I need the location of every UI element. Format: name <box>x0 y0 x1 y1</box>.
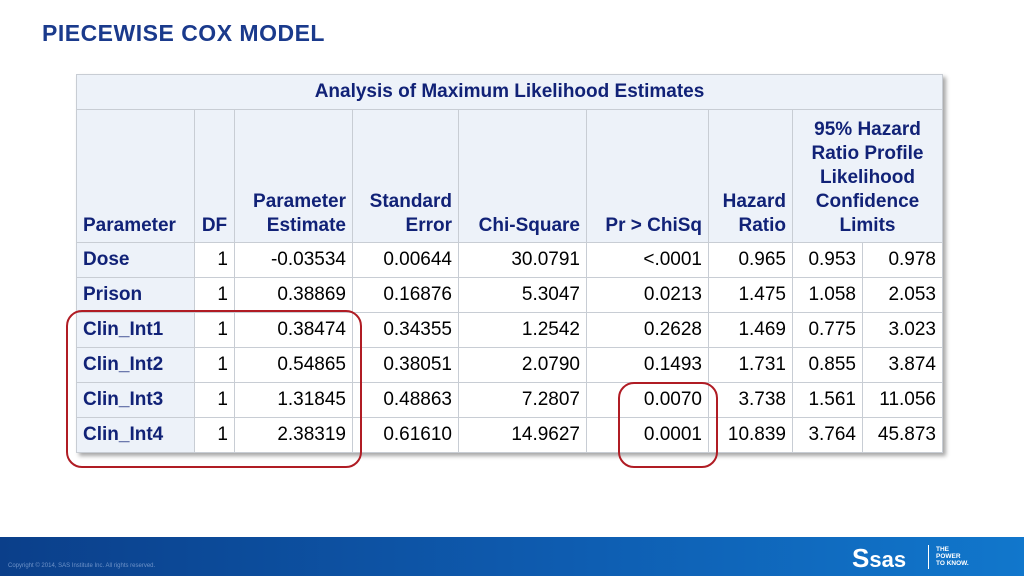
tagline: THE POWER TO KNOW. <box>936 546 969 567</box>
table-caption: Analysis of Maximum Likelihood Estimates <box>76 74 943 110</box>
estimates-table-container: Analysis of Maximum Likelihood Estimates… <box>76 74 943 453</box>
cell-hazard-ratio: 1.475 <box>708 277 793 313</box>
highlight-significant-p-values <box>618 382 718 468</box>
cell-hazard-ratio: 0.965 <box>708 242 793 278</box>
header-p-value: Pr > ChiSq <box>586 109 709 243</box>
header-df: DF <box>194 109 235 243</box>
copyright-text: Copyright © 2014, SAS Institute Inc. All… <box>8 563 156 569</box>
cell-parameter: Clin_Int4 <box>76 417 195 453</box>
cell-chi-square: 7.2807 <box>458 382 587 418</box>
cell-chi-square: 2.0790 <box>458 347 587 383</box>
cell-estimate: -0.03534 <box>234 242 353 278</box>
sas-logo: Ssas <box>852 543 907 573</box>
cell-standard-error: 0.38051 <box>352 347 459 383</box>
table-row: Clin_Int2 1 0.54865 0.38051 2.0790 0.149… <box>76 347 943 383</box>
cell-upper-limit: 45.873 <box>862 417 943 453</box>
cell-standard-error: 0.48863 <box>352 382 459 418</box>
cell-estimate: 0.38869 <box>234 277 353 313</box>
cell-hazard-ratio: 1.469 <box>708 312 793 348</box>
cell-lower-limit: 1.561 <box>792 382 863 418</box>
cell-lower-limit: 3.764 <box>792 417 863 453</box>
header-chi-square: Chi-Square <box>458 109 587 243</box>
cell-p-value: 0.0070 <box>586 382 709 418</box>
header-standard-error: Standard Error <box>352 109 459 243</box>
footer-bar: Copyright © 2014, SAS Institute Inc. All… <box>0 537 1024 576</box>
cell-estimate: 0.54865 <box>234 347 353 383</box>
logo-divider <box>928 545 929 569</box>
cell-lower-limit: 0.775 <box>792 312 863 348</box>
slide-title: PIECEWISE COX MODEL <box>42 20 325 46</box>
cell-p-value: 0.2628 <box>586 312 709 348</box>
cell-parameter: Prison <box>76 277 195 313</box>
cell-standard-error: 0.61610 <box>352 417 459 453</box>
cell-standard-error: 0.16876 <box>352 277 459 313</box>
cell-chi-square: 1.2542 <box>458 312 587 348</box>
cell-chi-square: 30.0791 <box>458 242 587 278</box>
header-hazard-ratio: Hazard Ratio <box>708 109 793 243</box>
cell-lower-limit: 1.058 <box>792 277 863 313</box>
cell-upper-limit: 0.978 <box>862 242 943 278</box>
cell-hazard-ratio: 1.731 <box>708 347 793 383</box>
table-row: Clin_Int4 1 2.38319 0.61610 14.9627 0.00… <box>76 417 943 453</box>
cell-p-value: 0.0001 <box>586 417 709 453</box>
cell-lower-limit: 0.953 <box>792 242 863 278</box>
cell-hazard-ratio: 10.839 <box>708 417 793 453</box>
cell-chi-square: 5.3047 <box>458 277 587 313</box>
cell-lower-limit: 0.855 <box>792 347 863 383</box>
estimates-table: Analysis of Maximum Likelihood Estimates… <box>76 74 943 453</box>
cell-estimate: 1.31845 <box>234 382 353 418</box>
table-row: Prison 1 0.38869 0.16876 5.3047 0.0213 1… <box>76 277 943 313</box>
cell-upper-limit: 11.056 <box>862 382 943 418</box>
cell-p-value: 0.0213 <box>586 277 709 313</box>
cell-parameter: Clin_Int2 <box>76 347 195 383</box>
cell-hazard-ratio: 3.738 <box>708 382 793 418</box>
cell-upper-limit: 3.874 <box>862 347 943 383</box>
table-row: Clin_Int1 1 0.38474 0.34355 1.2542 0.262… <box>76 312 943 348</box>
cell-p-value: <.0001 <box>586 242 709 278</box>
cell-estimate: 2.38319 <box>234 417 353 453</box>
cell-p-value: 0.1493 <box>586 347 709 383</box>
cell-df: 1 <box>194 242 235 278</box>
cell-df: 1 <box>194 277 235 313</box>
cell-upper-limit: 3.023 <box>862 312 943 348</box>
cell-parameter: Dose <box>76 242 195 278</box>
cell-upper-limit: 2.053 <box>862 277 943 313</box>
header-estimate: Parameter Estimate <box>234 109 353 243</box>
table-row: Dose 1 -0.03534 0.00644 30.0791 <.0001 0… <box>76 242 943 278</box>
cell-standard-error: 0.00644 <box>352 242 459 278</box>
cell-estimate: 0.38474 <box>234 312 353 348</box>
header-confidence-limits: 95% Hazard Ratio Profile Likelihood Confide… <box>792 109 943 243</box>
cell-df: 1 <box>194 382 235 418</box>
cell-standard-error: 0.34355 <box>352 312 459 348</box>
highlight-clin-int-estimates <box>66 310 362 468</box>
cell-parameter: Clin_Int1 <box>76 312 195 348</box>
cell-chi-square: 14.9627 <box>458 417 587 453</box>
header-parameter: Parameter <box>76 109 195 243</box>
